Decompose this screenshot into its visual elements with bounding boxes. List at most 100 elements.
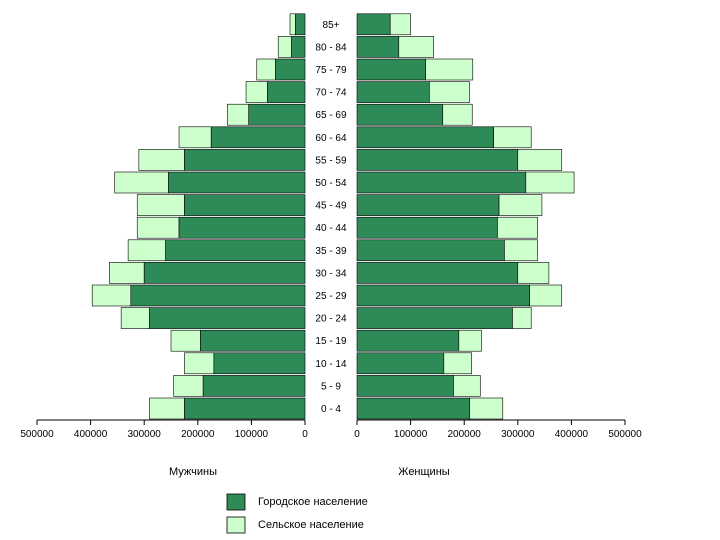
bar-men-urban <box>213 352 306 375</box>
bar-men-urban <box>168 171 306 194</box>
age-group-label: 45 - 49 <box>315 201 347 212</box>
bar-men-rural <box>120 307 150 329</box>
women-axis-tick-label: 500000 <box>608 429 642 440</box>
bar-women-urban <box>356 216 498 239</box>
bar-women-rural <box>529 284 563 307</box>
bar-women-urban <box>356 126 494 149</box>
bar-men-rural <box>256 58 276 81</box>
bar-women-urban <box>356 284 530 307</box>
bar-women-rural <box>517 262 550 284</box>
bar-men-urban <box>200 329 306 352</box>
age-group-label: 20 - 24 <box>315 314 347 325</box>
bar-women-rural <box>498 194 543 216</box>
bar-women-rural <box>425 58 474 81</box>
bar-women-rural <box>429 81 470 103</box>
bar-men-rural <box>136 194 185 216</box>
women-axis-ticks: 0 100000 200000 300000 400000 500000 <box>354 420 642 440</box>
bar-women-rural <box>469 397 504 420</box>
bar-women-urban <box>356 262 519 284</box>
bar-women-urban <box>356 171 527 194</box>
women-axis-title: Женщины <box>398 466 449 478</box>
age-group-label: 65 - 69 <box>315 110 347 121</box>
bar-men-urban <box>178 216 306 239</box>
legend-label-rural: Сельское население <box>258 519 364 531</box>
bar-women-rural <box>442 103 473 126</box>
bar-women-rural <box>398 36 434 58</box>
men-axis-tick-label: 500000 <box>20 429 54 440</box>
men-axis-tick-label: 200000 <box>181 429 215 440</box>
men-axis-tick-label: 0 <box>302 429 308 440</box>
bar-men-urban <box>291 36 306 58</box>
bar-women-urban <box>356 329 460 352</box>
bar-men-rural <box>277 36 292 58</box>
bar-men-urban <box>130 284 306 307</box>
bar-women-rural <box>512 307 532 329</box>
legend-swatch-urban <box>226 493 246 511</box>
bar-men-urban <box>149 307 306 329</box>
bar-men-urban <box>202 375 306 397</box>
age-group-label: 35 - 39 <box>315 246 347 257</box>
bar-men-rural <box>226 103 250 126</box>
bar-men-rural <box>127 239 166 262</box>
bar-men-rural <box>138 149 185 171</box>
bar-men-urban <box>165 239 306 262</box>
legend-swatch-rural <box>226 516 246 534</box>
age-group-label: 30 - 34 <box>315 268 347 279</box>
bar-women-urban <box>356 307 513 329</box>
women-axis-tick-label: 300000 <box>501 429 535 440</box>
bar-women-urban <box>356 81 430 103</box>
bar-women-urban <box>356 103 444 126</box>
age-group-label: 40 - 44 <box>315 223 347 234</box>
bar-men-rural <box>245 81 268 103</box>
bar-men-rural <box>184 352 215 375</box>
women-axis-tick-label: 400000 <box>555 429 589 440</box>
bar-men-rural <box>91 284 132 307</box>
bar-women-urban <box>356 13 391 36</box>
bar-women-rural <box>443 352 473 375</box>
men-axis-tick-label: 100000 <box>235 429 269 440</box>
age-group-label: 15 - 19 <box>315 336 347 347</box>
men-axis-ticks: 500000 400000 300000 200000 100000 0 <box>20 420 308 440</box>
age-group-label: 10 - 14 <box>315 359 347 370</box>
bar-women-rural <box>525 171 575 194</box>
bar-men-urban <box>295 13 306 36</box>
age-group-label: 85+ <box>323 20 340 31</box>
men-axis-title: Мужчины <box>169 466 217 478</box>
bar-women-rural <box>493 126 532 149</box>
bar-men-urban <box>275 58 306 81</box>
women-axis-tick-label: 100000 <box>394 429 428 440</box>
bar-men-rural <box>114 171 169 194</box>
bar-men-rural <box>136 216 180 239</box>
legend-label-urban: Городское население <box>258 496 368 508</box>
bar-men-rural <box>109 262 145 284</box>
bar-men-rural <box>149 397 185 420</box>
bar-women-rural <box>389 13 411 36</box>
bar-men-urban <box>184 149 306 171</box>
bar-women-rural <box>497 216 538 239</box>
bar-men-rural <box>289 13 296 36</box>
bar-women-rural <box>517 149 563 171</box>
bar-men-rural <box>170 329 201 352</box>
age-group-label: 50 - 54 <box>315 178 347 189</box>
bar-men-urban <box>267 81 306 103</box>
bar-women-urban <box>356 149 519 171</box>
women-axis-tick-label: 0 <box>354 429 360 440</box>
bar-women-urban <box>356 397 470 420</box>
legend: Городское население Сельское население <box>226 493 368 534</box>
age-group-label: 5 - 9 <box>321 381 341 392</box>
bar-women-urban <box>356 239 505 262</box>
age-labels-group: 0 - 4 5 - 9 10 - 14 15 - 19 20 - 24 25 - 29 30… <box>315 20 347 415</box>
women-axis-tick-label: 200000 <box>448 429 482 440</box>
bar-women-urban <box>356 194 500 216</box>
bar-men-urban <box>248 103 306 126</box>
bar-women-urban <box>356 58 426 81</box>
bar-women-rural <box>504 239 538 262</box>
men-bars-group <box>91 13 306 420</box>
bar-men-urban <box>210 126 306 149</box>
age-group-label: 80 - 84 <box>315 42 347 53</box>
age-group-label: 25 - 29 <box>315 291 347 302</box>
women-bars-group <box>356 13 575 420</box>
age-group-label: 0 - 4 <box>321 404 341 415</box>
bar-women-rural <box>453 375 481 397</box>
